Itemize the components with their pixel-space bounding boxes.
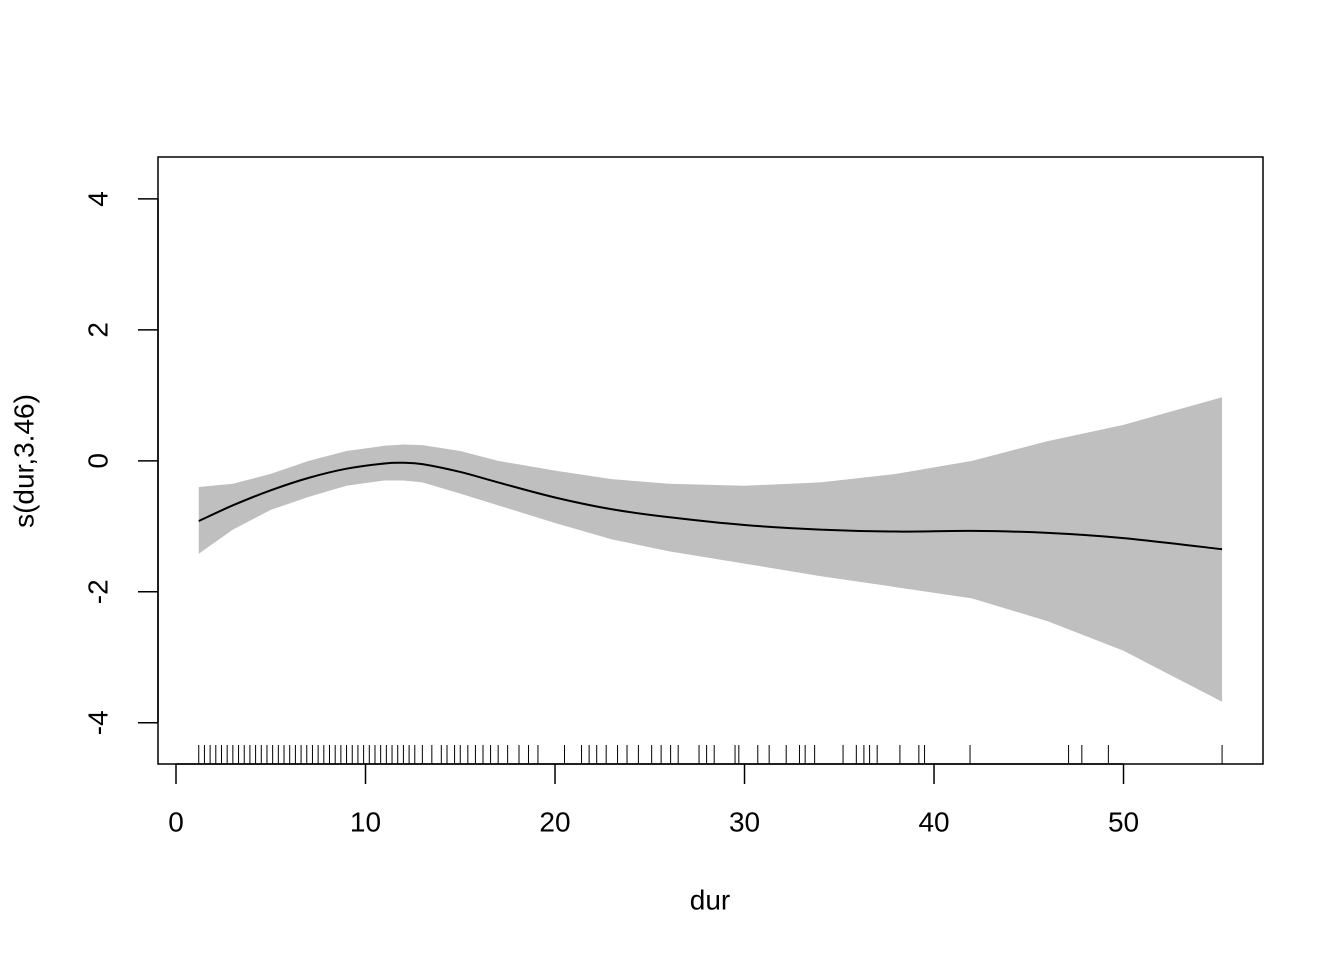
x-tick-label: 50 bbox=[1108, 806, 1139, 837]
x-tick-label: 30 bbox=[729, 806, 760, 837]
x-tick-label: 20 bbox=[539, 806, 570, 837]
y-tick-label: 2 bbox=[82, 322, 113, 338]
fit-line bbox=[198, 461, 1223, 551]
y-tick-label: 0 bbox=[82, 453, 113, 469]
y-tick-label: -4 bbox=[82, 710, 113, 735]
x-tick-label: 10 bbox=[350, 806, 381, 837]
confidence-band bbox=[198, 397, 1223, 702]
y-tick-label: -2 bbox=[82, 579, 113, 604]
x-tick-label: 0 bbox=[168, 806, 184, 837]
x-tick-label: 40 bbox=[918, 806, 949, 837]
y-tick-label: 4 bbox=[82, 191, 113, 207]
x-axis-label: dur bbox=[690, 884, 730, 915]
y-axis-label: s(dur,3.46) bbox=[8, 394, 39, 528]
